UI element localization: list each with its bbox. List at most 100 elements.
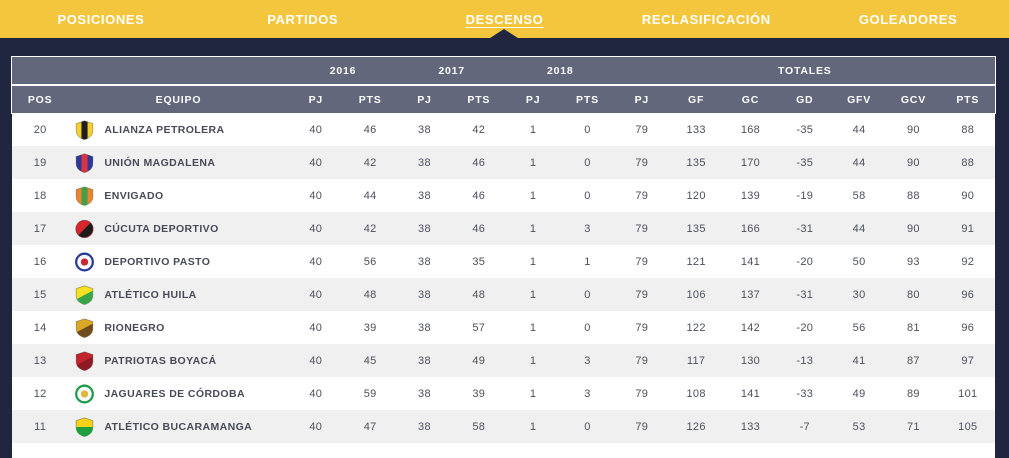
value-cell: 122	[668, 311, 724, 344]
column-header-pts-14: PTS	[940, 85, 995, 113]
value-cell: 79	[614, 410, 669, 443]
group-header-2016: 2016	[288, 57, 398, 86]
table-row: 15 ATLÉTICO HUILA 40 48 38 48 1 0 79 106 137 -31 30 8…	[12, 278, 995, 311]
column-header-pj-4: PJ	[397, 85, 452, 113]
value-cell: 133	[668, 113, 724, 146]
cucuta-deportivo-crest-icon	[75, 219, 95, 238]
tab-goleadores[interactable]: GOLEADORES	[807, 0, 1009, 38]
value-cell: 38	[397, 344, 452, 377]
team-cell: ATLÉTICO HUILA	[68, 278, 289, 311]
table-row: 17 CÚCUTA DEPORTIVO 40 42 38 46 1 3 79 135 166 -31 4…	[12, 212, 995, 245]
value-cell: 79	[614, 113, 669, 146]
value-cell: 38	[397, 212, 452, 245]
tab-label: RECLASIFICACIÓN	[641, 11, 771, 27]
team-inner: ALIANZA PETROLERA	[68, 119, 288, 141]
team-name: DEPORTIVO PASTO	[104, 255, 211, 268]
team-cell: RIONEGRO	[68, 311, 289, 344]
value-cell: 40	[288, 146, 343, 179]
value-cell: 1	[505, 179, 561, 212]
value-cell: 1	[505, 311, 561, 344]
value-cell: -35	[777, 113, 832, 146]
column-header-pj-2: PJ	[288, 85, 343, 113]
value-cell: 47	[342, 410, 398, 443]
value-cell: 137	[723, 278, 778, 311]
cutoff-row	[12, 443, 995, 453]
value-cell: 49	[451, 344, 506, 377]
value-cell: 135	[668, 146, 724, 179]
value-cell: 38	[397, 278, 452, 311]
team-cell: UNIÓN MAGDALENA	[68, 146, 289, 179]
value-cell: 46	[342, 113, 398, 146]
value-cell: 42	[451, 113, 506, 146]
tab-bar: POSICIONES PARTIDOS DESCENSO RECLASIFICACIÓ…	[0, 0, 1009, 38]
value-cell: 53	[831, 410, 887, 443]
team-cell: DEPORTIVO PASTO	[68, 245, 289, 278]
year-header-row: 2016 2017 2018 TOTALES	[12, 57, 995, 86]
team-name: ATLÉTICO BUCARAMANGA	[104, 420, 253, 433]
value-cell: 56	[831, 311, 887, 344]
value-cell: 79	[614, 146, 669, 179]
value-cell: 108	[668, 377, 724, 410]
value-cell: 42	[342, 212, 398, 245]
column-header-pj-8: PJ	[614, 85, 669, 113]
tab-descenso[interactable]: DESCENSO	[404, 0, 606, 38]
value-cell: 57	[451, 311, 506, 344]
value-cell: -31	[777, 278, 832, 311]
table-row: 20 ALIANZA PETROLERA 40 46 38 42 1 0 79 133 168 -35…	[12, 113, 995, 146]
table-row: 18 ENVIGADO 40 44 38 46 1 0 79 120 139 -19 58 88 90	[12, 179, 995, 212]
value-cell: 79	[614, 377, 669, 410]
value-cell: 39	[451, 377, 506, 410]
value-cell: -35	[777, 146, 832, 179]
value-cell: 46	[451, 179, 506, 212]
value-cell: 105	[940, 410, 995, 443]
value-cell: 38	[397, 410, 452, 443]
team-name: PATRIOTAS BOYACÁ	[104, 354, 217, 367]
value-cell: 38	[397, 179, 452, 212]
value-cell: 101	[940, 377, 995, 410]
value-cell: 30	[831, 278, 887, 311]
team-name: JAGUARES DE CÓRDOBA	[104, 387, 245, 400]
value-cell: 3	[560, 344, 615, 377]
value-cell: 0	[560, 311, 615, 344]
value-cell: 90	[886, 113, 941, 146]
rionegro-crest-icon	[76, 317, 94, 338]
tab-reclasificacion[interactable]: RECLASIFICACIÓN	[605, 0, 807, 38]
value-cell: 141	[723, 245, 778, 278]
value-cell: 106	[668, 278, 724, 311]
value-cell: -19	[777, 179, 832, 212]
value-cell: 121	[668, 245, 724, 278]
tab-partidos[interactable]: PARTIDOS	[202, 0, 404, 38]
group-header-totales: TOTALES	[614, 57, 995, 86]
column-header-pos-0: POS	[12, 85, 69, 113]
value-cell: 40	[288, 311, 343, 344]
table-row: 19 UNIÓN MAGDALENA 40 42 38 46 1 0 79 135 170 -35 44…	[12, 146, 995, 179]
team-name: UNIÓN MAGDALENA	[104, 156, 216, 169]
value-cell: -31	[777, 212, 832, 245]
team-inner: ENVIGADO	[68, 185, 288, 207]
table-body: 20 ALIANZA PETROLERA 40 46 38 42 1 0 79 133 168 -35…	[12, 113, 995, 453]
team-inner: DEPORTIVO PASTO	[68, 251, 288, 273]
value-cell: 1	[505, 278, 561, 311]
value-cell: 81	[886, 311, 941, 344]
value-cell: 44	[831, 212, 887, 245]
value-cell: 88	[886, 179, 941, 212]
envigado-crest-icon	[76, 185, 94, 206]
column-header-gfv-12: GFV	[831, 85, 887, 113]
value-cell: -7	[777, 410, 832, 443]
value-cell: 96	[940, 278, 995, 311]
value-cell: 88	[940, 146, 995, 179]
value-cell: 40	[288, 212, 343, 245]
position-cell: 14	[12, 311, 69, 344]
team-inner: UNIÓN MAGDALENA	[68, 152, 288, 174]
tab-posiciones[interactable]: POSICIONES	[0, 0, 202, 38]
value-cell: 93	[886, 245, 941, 278]
position-cell: 13	[12, 344, 69, 377]
value-cell: 80	[886, 278, 941, 311]
value-cell: 133	[723, 410, 778, 443]
descenso-table: 2016 2017 2018 TOTALES POS EQUIPO PJ PTS PJ PTS P…	[11, 56, 996, 453]
value-cell: 48	[451, 278, 506, 311]
patriotas-boyaca-crest-icon	[76, 350, 94, 371]
position-cell: 11	[12, 410, 69, 443]
team-name: ALIANZA PETROLERA	[104, 123, 225, 136]
value-cell: 40	[288, 179, 343, 212]
